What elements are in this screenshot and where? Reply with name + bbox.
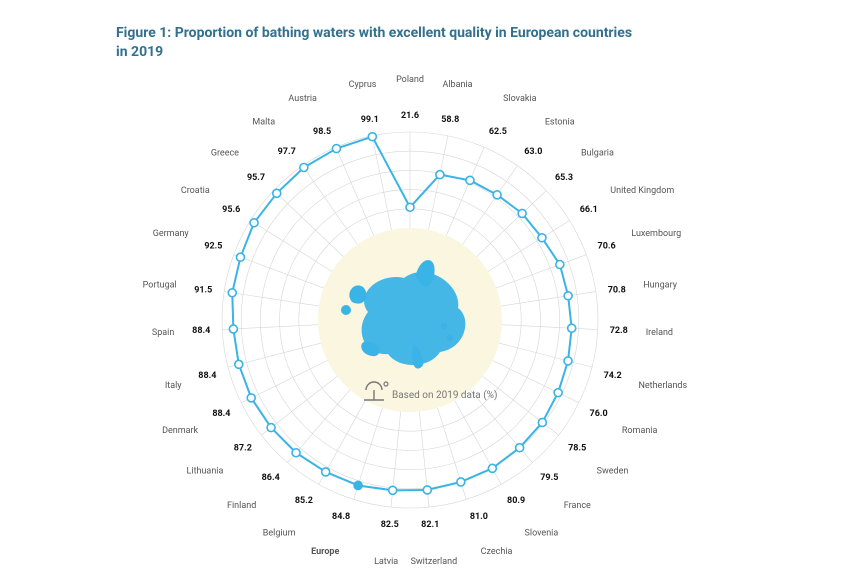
value-label: 88.4 <box>198 371 216 381</box>
country-label: Europe <box>311 547 339 557</box>
data-marker <box>516 444 524 452</box>
country-label: Netherlands <box>638 381 687 391</box>
value-label: 91.5 <box>194 286 212 296</box>
country-label: Finland <box>227 501 256 511</box>
value-label: 88.4 <box>192 326 210 336</box>
data-marker <box>368 133 376 141</box>
value-label: 70.6 <box>598 242 616 252</box>
data-marker <box>267 424 275 432</box>
country-label: Romania <box>622 426 658 436</box>
data-marker <box>228 289 236 297</box>
data-marker <box>568 324 576 332</box>
value-label: 88.4 <box>212 409 230 419</box>
value-label: 95.6 <box>222 205 240 215</box>
data-marker <box>493 191 501 199</box>
value-label: 79.5 <box>540 473 558 483</box>
country-label: Cyprus <box>349 80 377 90</box>
data-marker <box>423 486 431 494</box>
data-marker <box>389 486 397 494</box>
country-label: Spain <box>152 328 174 338</box>
data-marker <box>322 468 330 476</box>
country-label: Latvia <box>374 557 398 567</box>
country-label: Austria <box>288 94 317 104</box>
radar-chart-svg: 21.6 58.8 62.5 63.0 65.3 66.1 70.6 70.8 72.8 74.2… <box>100 68 720 568</box>
data-marker <box>354 481 362 489</box>
value-label: 65.3 <box>555 173 573 183</box>
country-label: France <box>564 501 591 511</box>
country-label: Malta <box>252 117 275 127</box>
value-label: 78.5 <box>568 443 586 453</box>
value-label: 81.0 <box>470 512 488 522</box>
value-label: 66.1 <box>580 205 598 215</box>
country-label: Belgium <box>263 528 296 538</box>
value-label: 70.8 <box>608 286 626 296</box>
country-label: United Kingdom <box>610 186 674 196</box>
value-label: 84.8 <box>332 512 350 522</box>
country-label: Sweden <box>597 466 629 476</box>
value-label: 98.5 <box>313 127 331 137</box>
value-label: 76.0 <box>590 409 608 419</box>
data-marker <box>250 219 258 227</box>
data-marker <box>292 449 300 457</box>
country-label: Ireland <box>646 328 673 338</box>
country-label: Czechia <box>481 547 513 557</box>
value-label: 21.6 <box>401 111 419 121</box>
country-label: Albania <box>442 80 472 90</box>
country-label: Greece <box>211 148 239 158</box>
country-label: Bulgaria <box>581 148 614 158</box>
value-label: 95.7 <box>247 173 265 183</box>
value-label: 86.4 <box>262 473 280 483</box>
value-label: 82.5 <box>381 520 399 530</box>
data-marker <box>554 389 562 397</box>
value-label: 63.0 <box>524 147 542 157</box>
data-marker <box>332 145 340 153</box>
data-marker <box>436 171 444 179</box>
country-label: Italy <box>165 381 182 391</box>
radar-chart: 21.6 58.8 62.5 63.0 65.3 66.1 70.6 70.8 72.8 74.2… <box>100 68 720 568</box>
data-marker <box>564 357 572 365</box>
value-label: 72.8 <box>610 326 628 336</box>
value-label: 58.8 <box>441 115 459 125</box>
figure-title: Figure 1: Proportion of bathing waters w… <box>116 24 636 62</box>
data-marker <box>235 360 243 368</box>
country-label: Estonia <box>545 117 575 127</box>
data-marker <box>556 261 564 269</box>
value-label: 80.9 <box>507 496 525 506</box>
value-label: 62.5 <box>489 127 507 137</box>
data-marker <box>488 464 496 472</box>
country-label: Croatia <box>181 186 210 196</box>
data-marker <box>229 325 237 333</box>
country-label: Poland <box>396 75 424 85</box>
country-label: Slovenia <box>525 528 559 538</box>
data-marker <box>273 189 281 197</box>
country-label: Denmark <box>162 426 198 436</box>
country-label: Switzerland <box>411 557 458 567</box>
caption-text: Based on 2019 data (%) <box>392 389 497 401</box>
data-marker <box>247 394 255 402</box>
value-label: 92.5 <box>204 242 222 252</box>
value-label: 82.1 <box>421 520 439 530</box>
country-label: Slovakia <box>503 94 537 104</box>
value-label: 99.1 <box>361 115 379 125</box>
value-label: 85.2 <box>295 496 313 506</box>
data-marker <box>538 234 546 242</box>
value-label: 87.2 <box>234 443 252 453</box>
data-marker <box>538 418 546 426</box>
country-label: Luxembourg <box>631 229 681 239</box>
value-label: 74.2 <box>604 371 622 381</box>
country-label: Lithuania <box>187 466 224 476</box>
country-label: Germany <box>153 229 190 239</box>
data-marker <box>518 209 526 217</box>
value-label: 97.7 <box>278 147 296 157</box>
data-marker <box>457 478 465 486</box>
data-marker <box>300 164 308 172</box>
country-label: Hungary <box>643 280 677 290</box>
data-marker <box>564 292 572 300</box>
data-marker <box>236 253 244 261</box>
data-marker <box>466 176 474 184</box>
country-label: Portugal <box>143 280 177 290</box>
data-marker <box>406 203 414 211</box>
